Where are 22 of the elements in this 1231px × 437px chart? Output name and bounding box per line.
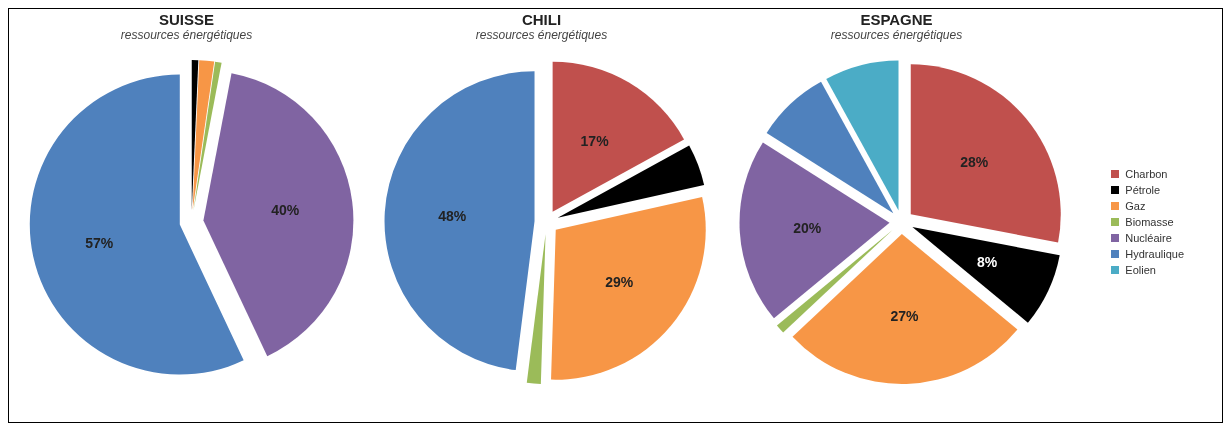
chart-subtitle: ressources énergétiques [829, 28, 964, 42]
chart-title: ESPAGNE [859, 11, 934, 28]
legend-label: Biomasse [1125, 215, 1174, 230]
legend-label: Gaz [1125, 199, 1146, 214]
chart-subtitle: ressources énergétiques [474, 28, 609, 42]
data-label: 57% [85, 234, 114, 251]
data-label: 8% [976, 254, 998, 271]
legend-label: Pétrole [1125, 183, 1161, 198]
legend-label: Hydraulique [1125, 247, 1184, 262]
chart-subtitle: ressources énergétiques [119, 28, 254, 42]
legend-label: Charbon [1125, 167, 1168, 182]
data-label: 20% [793, 219, 822, 236]
data-label: 40% [271, 202, 300, 219]
data-label: 17% [580, 132, 610, 149]
chart-title: SUISSE [158, 11, 215, 28]
data-label: 27% [890, 308, 920, 325]
data-label: 29% [605, 274, 634, 291]
data-label: 48% [438, 208, 467, 225]
data-label: 28% [960, 153, 989, 170]
legend-label: Nucléaire [1125, 231, 1172, 246]
legend-label: Eolien [1125, 263, 1156, 278]
chart-title: CHILI [520, 11, 563, 28]
